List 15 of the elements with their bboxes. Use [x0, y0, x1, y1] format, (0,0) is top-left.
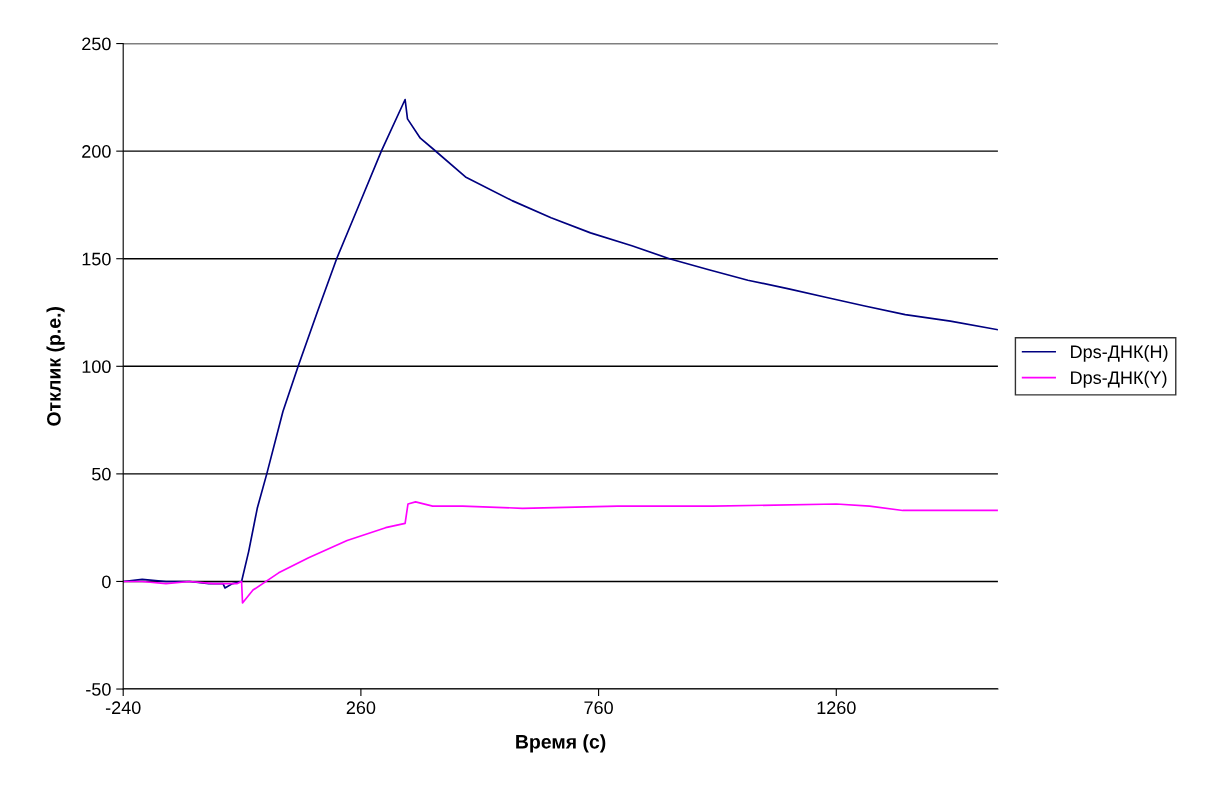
y-tick-label: 100 [82, 360, 111, 374]
x-tick-label: -240 [105, 701, 141, 715]
x-tick-label: 260 [346, 701, 376, 715]
y-axis-title: Отклик (р.е.) [46, 307, 65, 426]
legend-label: Dps-ДНК(Y) [1071, 370, 1167, 388]
y-tick-label: 200 [82, 145, 111, 158]
x-tick-label: 760 [584, 701, 613, 715]
x-tick-label: 1260 [817, 701, 856, 715]
y-tick-label: -50 [86, 682, 111, 696]
y-tick-label: 0 [102, 575, 111, 589]
legend-label: Dps-ДНК(H) [1071, 344, 1168, 362]
y-tick-label: 50 [92, 467, 111, 481]
y-tick-label: 250 [82, 37, 111, 51]
x-axis-title: Время (с) [516, 734, 606, 753]
y-tick-label: 150 [82, 252, 111, 266]
